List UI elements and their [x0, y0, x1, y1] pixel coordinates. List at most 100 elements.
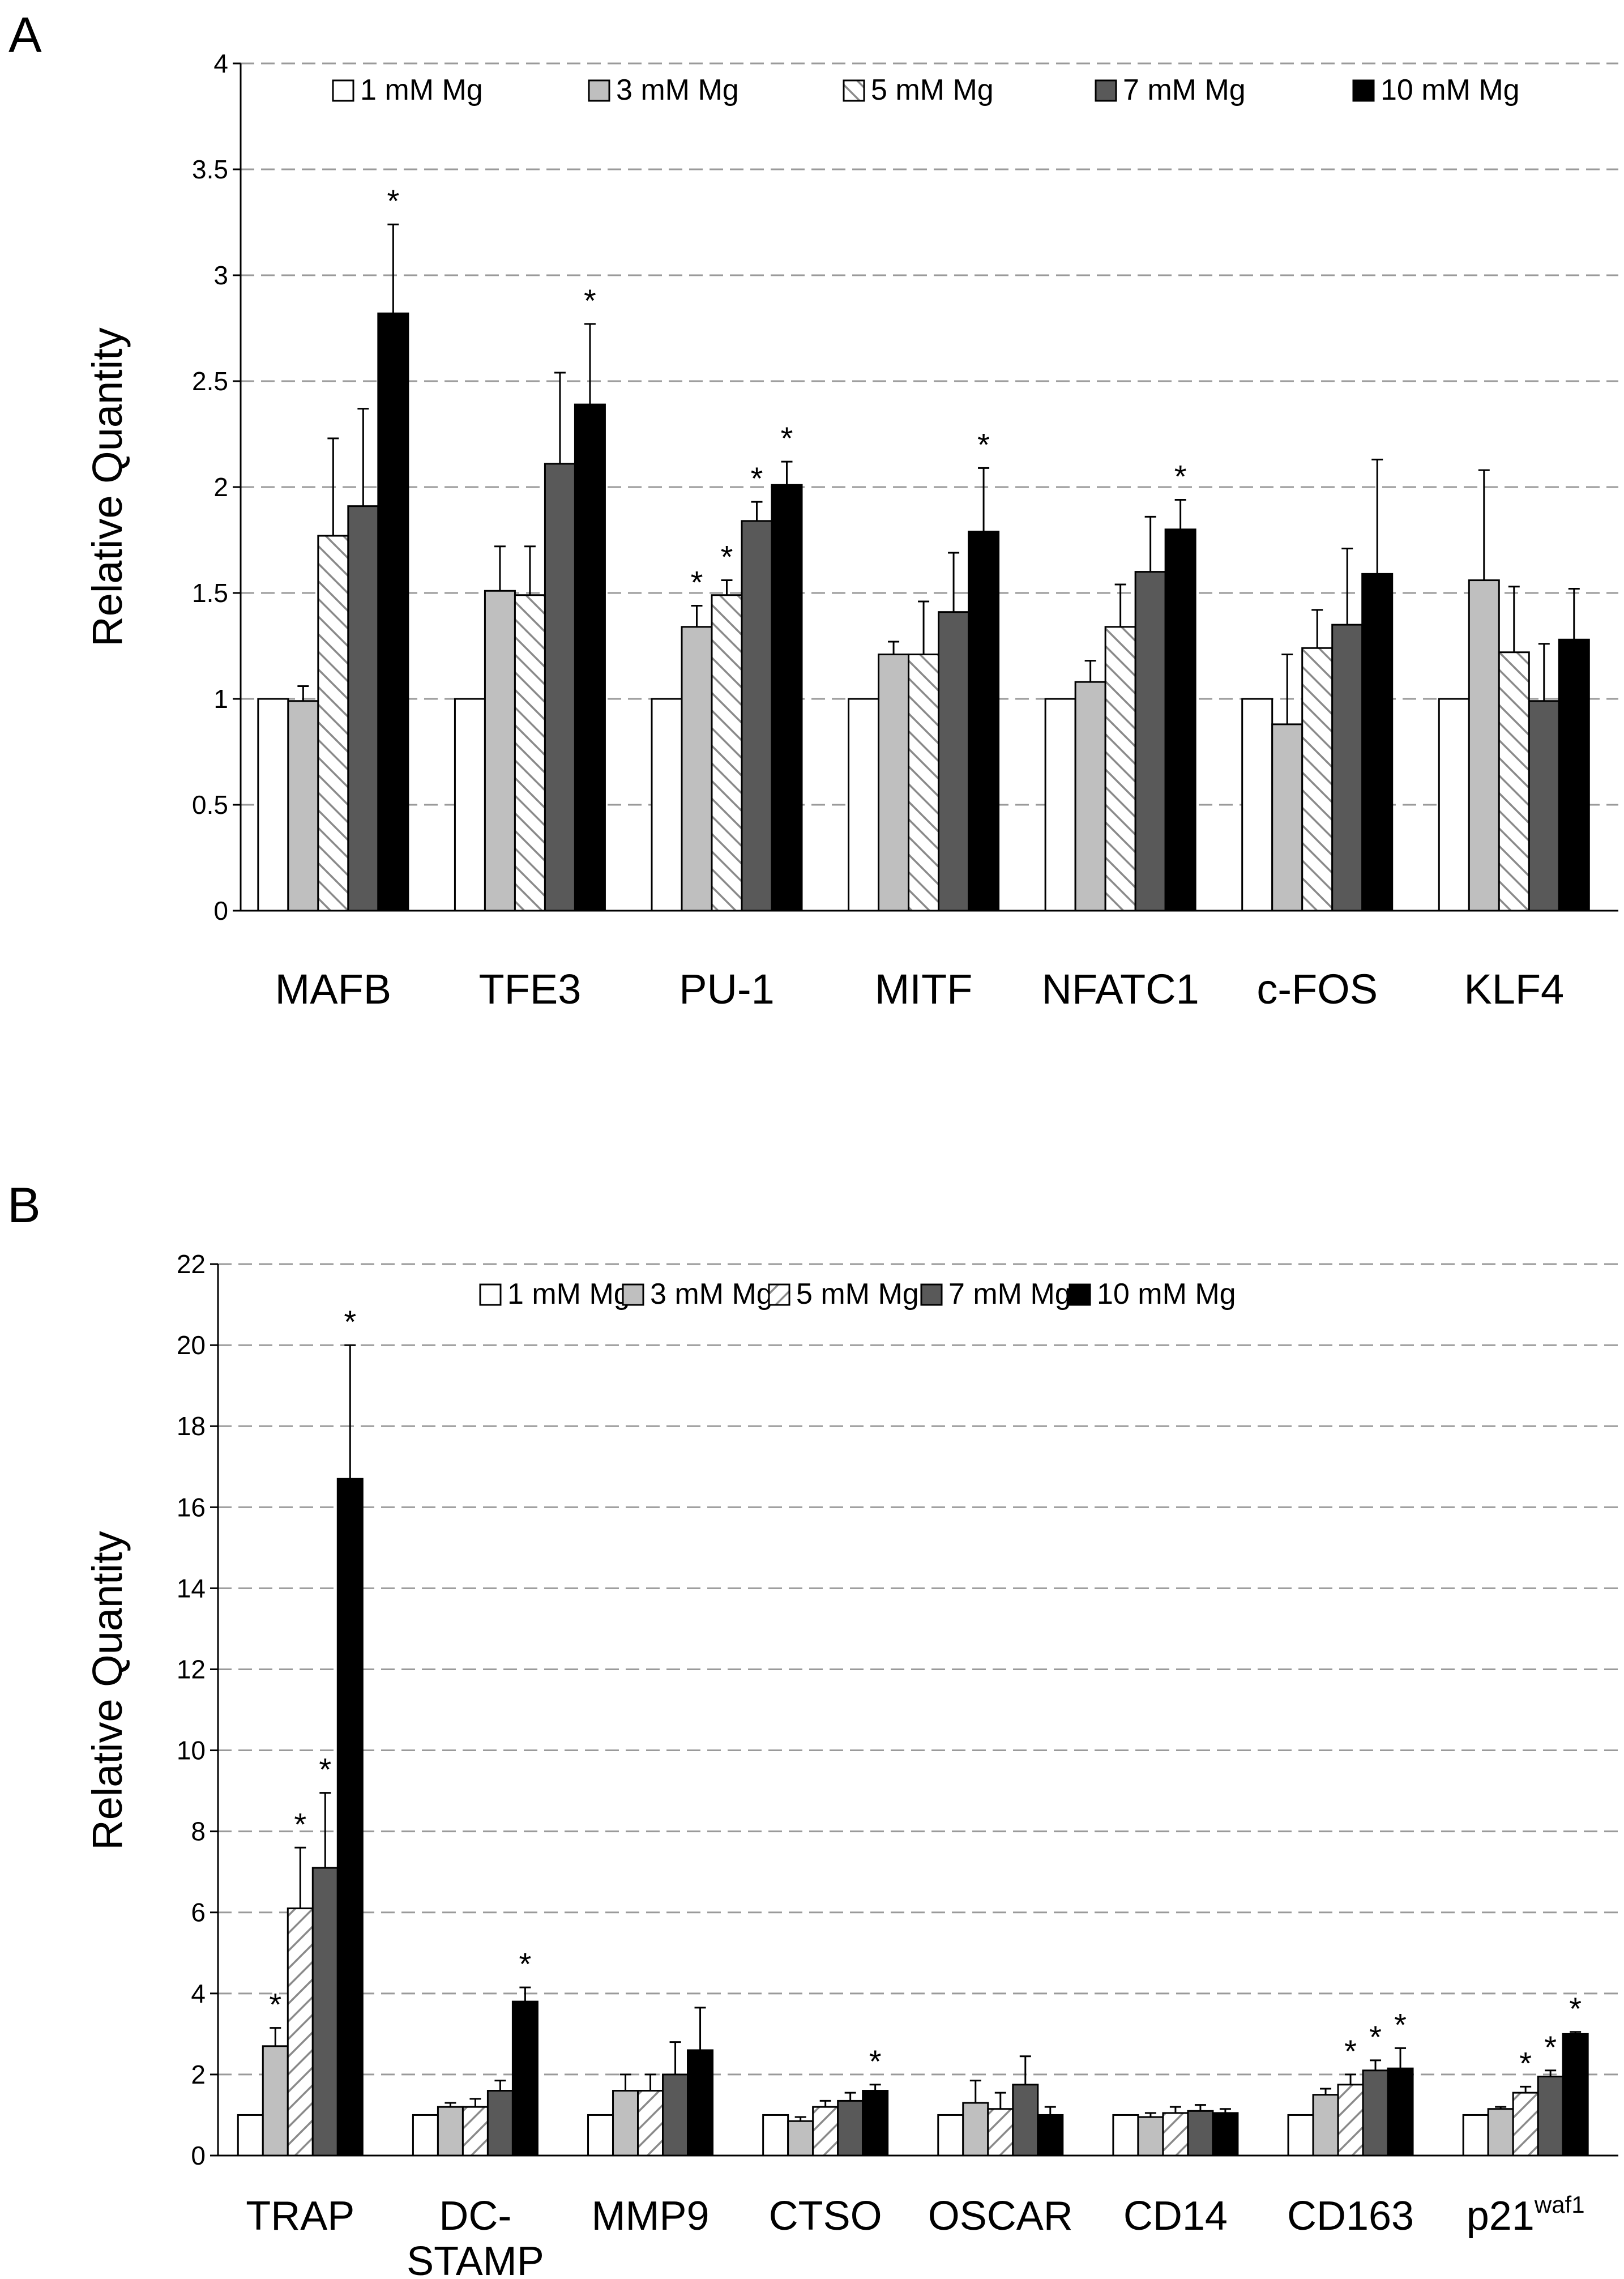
bar	[544, 463, 576, 912]
bar	[484, 590, 516, 912]
legend-label: 3 mM Mg	[616, 74, 739, 106]
y-tick-label: 10	[177, 1736, 206, 1765]
category-label: TFE3	[478, 966, 581, 1013]
legend-swatch	[479, 1283, 502, 1306]
bar	[1162, 2112, 1189, 2157]
y-tick-label: 12	[177, 1654, 206, 1684]
legend-swatch	[1069, 1283, 1091, 1306]
panel-a-chart: A 0 0.5 1 1.5 2 2.5 3 3.5 4 Relative Quantity * MAFB…	[8, 7, 1618, 1013]
panel-b-chart: B 0 2 4 6 8 10 12 14 16 18 20 22 Relative Quantity * * *…	[7, 1177, 1618, 2279]
y-tick-label: 16	[177, 1492, 206, 1522]
bar	[1528, 700, 1560, 912]
bar	[514, 594, 546, 912]
bar	[711, 594, 743, 912]
bar	[1498, 651, 1530, 912]
bar	[681, 626, 713, 912]
significance-marker: *	[519, 1946, 532, 1982]
bar	[1287, 2114, 1314, 2157]
legend-swatch	[768, 1283, 790, 1306]
bar	[1012, 2084, 1039, 2157]
panel-label: A	[8, 7, 42, 63]
significance-marker: *	[294, 1806, 306, 1842]
y-tick-label: 6	[191, 1898, 206, 1927]
bar	[771, 484, 803, 912]
bar	[311, 1867, 339, 2157]
bar	[1487, 2108, 1514, 2157]
significance-marker: *	[1174, 458, 1187, 494]
y-tick-label: 3.5	[192, 155, 228, 184]
bar	[1361, 573, 1394, 912]
bar	[1362, 2069, 1389, 2157]
y-tick-label: 8	[191, 1817, 206, 1846]
bar	[287, 700, 319, 912]
bar	[962, 2102, 989, 2157]
legend-swatch	[622, 1283, 644, 1306]
significance-marker: *	[584, 283, 596, 318]
category-label: STAMP	[407, 2239, 544, 2279]
category-label: TRAP	[246, 2193, 354, 2239]
bar	[1241, 698, 1273, 912]
bar	[454, 698, 486, 912]
y-tick-label: 0.5	[192, 790, 228, 820]
category-label: CTSO	[769, 2193, 882, 2239]
bar	[1104, 626, 1136, 912]
category-label: OSCAR	[928, 2193, 1073, 2239]
significance-marker: *	[1344, 2033, 1357, 2069]
bar	[1312, 2094, 1339, 2157]
legend-label: 1 mM Mg	[360, 74, 483, 106]
significance-marker: *	[691, 564, 703, 600]
y-axis-label: Relative Quantity	[84, 1531, 131, 1850]
bar	[1187, 2110, 1214, 2157]
bar	[1134, 571, 1166, 912]
bar	[587, 2114, 614, 2157]
bar	[1558, 638, 1590, 912]
significance-marker: *	[721, 539, 733, 575]
bar	[511, 2000, 539, 2157]
significance-marker: *	[751, 460, 763, 496]
bar	[1137, 2116, 1164, 2157]
bar	[1301, 647, 1334, 912]
bar	[262, 2045, 289, 2157]
legend-label: 10 mM Mg	[1097, 1278, 1236, 1311]
significance-marker: *	[1369, 2019, 1382, 2055]
category-label: MAFB	[275, 966, 392, 1013]
significance-marker: *	[1394, 2007, 1407, 2042]
significance-marker: *	[319, 1752, 331, 1787]
bar	[486, 2090, 514, 2157]
bar	[1438, 698, 1470, 912]
y-tick-label: 2	[213, 472, 228, 502]
y-tick-label: 2.5	[192, 366, 228, 396]
bar	[937, 2114, 964, 2157]
legend-label: 7 mM Mg	[948, 1278, 1071, 1311]
bar	[461, 2106, 489, 2157]
bar	[812, 2106, 839, 2157]
bar	[987, 2108, 1014, 2157]
bar	[1112, 2114, 1139, 2157]
bar	[837, 2099, 864, 2157]
significance-marker: *	[1544, 2029, 1557, 2065]
y-tick-label: 4	[191, 1979, 206, 2008]
bar	[377, 312, 409, 912]
legend-label: 1 mM Mg	[507, 1278, 630, 1311]
bar	[1468, 579, 1500, 912]
bar	[347, 505, 379, 912]
y-tick-label: 3	[213, 261, 228, 290]
legend-label: 3 mM Mg	[650, 1278, 773, 1311]
legend-swatch	[920, 1283, 943, 1306]
legend-label: 10 mM Mg	[1381, 74, 1520, 106]
y-tick-label: 0	[213, 896, 228, 925]
bar	[1164, 528, 1196, 912]
bar	[237, 2114, 264, 2157]
legend-label: 5 mM Mg	[796, 1278, 919, 1311]
category-label: NFATC1	[1042, 966, 1199, 1013]
bar	[336, 1478, 364, 2157]
category-label: CD14	[1123, 2193, 1228, 2239]
significance-marker: *	[1519, 2045, 1532, 2081]
y-tick-label: 20	[177, 1330, 206, 1360]
legend-swatch	[332, 79, 354, 102]
category-label: p21waf1	[1467, 2191, 1585, 2239]
legend-swatch	[843, 79, 865, 102]
y-tick-label: 1.5	[192, 578, 228, 608]
category-label: MMP9	[592, 2193, 710, 2239]
